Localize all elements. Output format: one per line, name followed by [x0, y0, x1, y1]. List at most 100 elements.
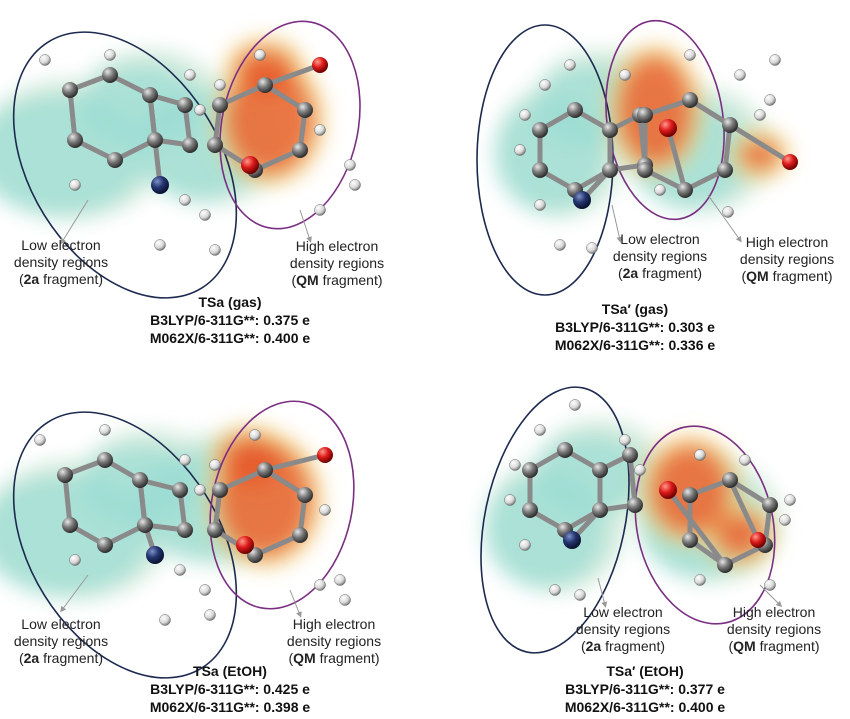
fragment-word: fragment) — [638, 265, 703, 281]
carbon-atom — [107, 152, 123, 168]
carbon-atom — [142, 87, 158, 103]
carbon-atom — [522, 502, 538, 518]
hydrogen-atom — [349, 179, 361, 191]
ts-title: TSa (EtOH) — [100, 662, 360, 680]
charge-m062x: M062X/6-311G**: 0.336 e — [554, 337, 716, 353]
hydrogen-atom — [319, 504, 331, 516]
paren: ( — [580, 638, 586, 654]
hydrogen-atom — [534, 424, 546, 436]
fragment-word: fragment) — [39, 650, 104, 666]
hydrogen-atom — [654, 184, 666, 196]
hydrogen-atom — [39, 54, 51, 66]
oxygen-atom — [236, 536, 254, 554]
oxygen-atom — [782, 154, 798, 170]
high-density-label-tsa-gas: High electron density regions (QM fragme… — [275, 238, 399, 289]
hydrogen-atom — [214, 79, 226, 91]
fragment-2a-outline — [476, 24, 614, 296]
carbon-atom — [622, 447, 638, 463]
hydrogen-atom — [619, 69, 631, 81]
paren: ( — [728, 638, 734, 654]
high-density-pointer — [759, 584, 783, 608]
oxygen-atom — [317, 447, 333, 463]
carbon-atom — [62, 82, 78, 98]
low-label-line2: density regions — [612, 248, 708, 264]
carbon-atom — [557, 442, 573, 458]
hydrogen-atom — [154, 239, 166, 251]
carbon-atom — [97, 537, 113, 553]
carbon-atom — [762, 497, 778, 513]
hydrogen-atom — [569, 399, 581, 411]
low-density-label-tsa-prime-etoh: Low electron density regions (2a fragmen… — [561, 604, 685, 655]
ts-condition: (EtOH) — [635, 663, 684, 679]
paren: ( — [18, 271, 24, 287]
paren: ( — [291, 272, 297, 288]
carbon-atom — [637, 162, 653, 178]
hydrogen-atom — [199, 209, 211, 221]
low-label-line1: Low electron — [21, 616, 101, 632]
fragment-2a-outline — [12, 31, 238, 299]
panel-tsa-gas — [0, 20, 361, 299]
charge-b3lyp: B3LYP/6-311G**: 0.425 e — [150, 681, 310, 697]
carbon-atom — [207, 522, 223, 538]
high-label-line3: (QM fragment) — [272, 650, 396, 667]
low-density-pointer — [597, 577, 608, 608]
hydrogen-atom — [204, 609, 216, 621]
caption-tsa-prime-gas: TSa′ (gas) B3LYP/6-311G**: 0.303 e M062X… — [505, 300, 765, 354]
ts-label: TSa′ — [601, 301, 631, 317]
carbon-atom — [592, 462, 608, 478]
hydrogen-atom — [254, 49, 266, 61]
panel-tsa-etoh — [0, 400, 355, 679]
hydrogen-atom — [69, 179, 81, 191]
fragment-qm: QM — [733, 638, 756, 654]
hydrogen-atom — [739, 454, 751, 466]
charge-m062x: M062X/6-311G**: 0.398 e — [149, 699, 311, 715]
fragment-word: fragment) — [318, 272, 383, 288]
ts-label: TSa — [193, 663, 219, 679]
high-label-line1: High electron — [732, 604, 816, 620]
high-density-surface — [207, 425, 323, 568]
hydrogen-atom — [99, 424, 111, 436]
carbon-atom — [137, 517, 153, 533]
low-label-line1: Low electron — [620, 231, 700, 247]
carbon-atom — [532, 162, 548, 178]
carbon-atom — [257, 462, 273, 478]
hydrogen-atom — [534, 199, 546, 211]
fragment-word: fragment) — [315, 650, 380, 666]
high-density-label-tsa-etoh: High electron density regions (QM fragme… — [272, 616, 396, 667]
hydrogen-atom — [784, 494, 796, 506]
ts-label: TSa′ — [606, 663, 636, 679]
ts-condition: (gas) — [630, 301, 669, 317]
hydrogen-atom — [769, 54, 781, 66]
hydrogen-atom — [504, 494, 516, 506]
carbon-atom — [62, 517, 78, 533]
low-label-line3: (2a fragment) — [2, 271, 120, 288]
charge-b3lyp: B3LYP/6-311G**: 0.377 e — [565, 681, 725, 697]
low-label-line2: density regions — [13, 633, 109, 649]
hydrogen-atom — [634, 464, 646, 476]
hydrogen-atom — [574, 589, 586, 601]
ts-label: TSa — [198, 294, 225, 310]
hydrogen-atom — [194, 484, 206, 496]
carbon-atom — [147, 132, 163, 148]
oxygen-atom — [659, 119, 677, 137]
panel-tsa-prime-gas — [476, 19, 798, 296]
fragment-qm: QM — [293, 650, 316, 666]
hydrogen-atom — [209, 244, 221, 256]
hydrogen-atom — [619, 434, 631, 446]
carbon-atom — [592, 502, 608, 518]
nitrogen-atom — [573, 191, 591, 209]
low-label-line3: (2a fragment) — [2, 650, 120, 667]
low-density-pointer — [611, 204, 623, 243]
carbon-atom — [722, 117, 738, 133]
hydrogen-atom — [179, 454, 191, 466]
charge-b3lyp: B3LYP/6-311G**: 0.303 e — [555, 319, 715, 335]
hydrogen-atom — [174, 564, 186, 576]
hydrogen-atom — [779, 514, 791, 526]
hydrogen-atom — [104, 49, 116, 61]
hydrogen-atom — [314, 579, 326, 591]
high-density-pointer — [299, 209, 312, 243]
oxygen-atom — [312, 57, 328, 73]
carbon-atom — [177, 522, 193, 538]
low-density-label-tsa-etoh: Low electron density regions (2a fragmen… — [2, 616, 120, 667]
ts-title: TSa (gas) — [100, 293, 360, 311]
